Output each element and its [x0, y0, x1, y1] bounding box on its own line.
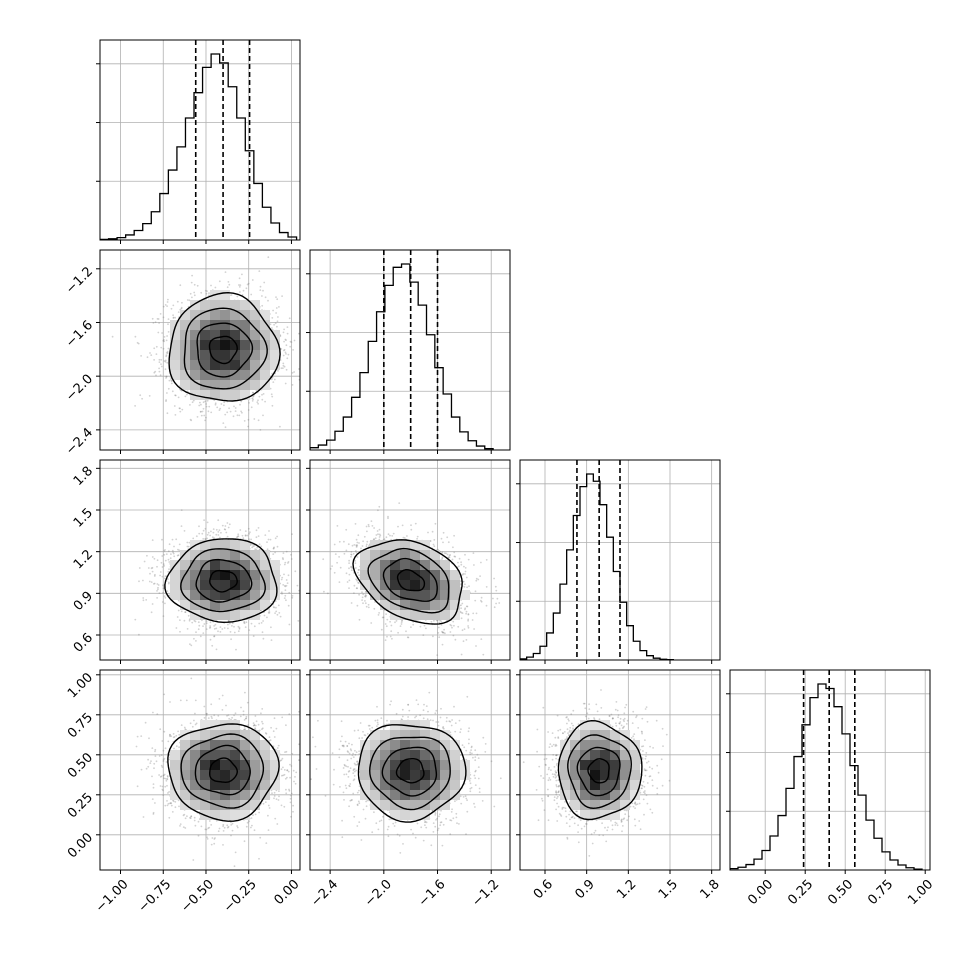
x-tick-label: −1.2 — [469, 877, 502, 910]
contour-line — [567, 734, 633, 810]
panel-ticks — [306, 674, 492, 874]
y-tick-label: 0.75 — [65, 710, 96, 741]
panel-frame — [99, 459, 301, 661]
y-tick-label: −1.6 — [63, 318, 96, 351]
contour-line — [382, 557, 438, 602]
density-panel — [99, 249, 301, 451]
x-tick-label: 1.2 — [614, 877, 639, 902]
contour-line — [587, 758, 610, 784]
y-tick-label: 0.9 — [71, 589, 96, 614]
contour-line — [180, 548, 266, 613]
panel-frame — [729, 669, 931, 871]
contour-line — [576, 746, 621, 797]
y-tick-label: 1.00 — [65, 670, 96, 701]
x-tick-label: −0.25 — [221, 877, 260, 916]
contour-line — [196, 322, 254, 378]
y-tick-label: −2.4 — [63, 425, 96, 458]
panel-frame — [519, 669, 721, 871]
y-tick-label: 1.2 — [71, 547, 96, 572]
y-tick-label: 1.8 — [71, 464, 96, 489]
panel-ticks — [306, 467, 492, 664]
contour-line — [168, 291, 281, 402]
x-tick-label: −0.50 — [178, 877, 217, 916]
contour-line — [357, 724, 467, 823]
y-tick-label: 0.6 — [71, 630, 96, 655]
density-cells — [170, 290, 280, 400]
histogram-panel — [516, 459, 721, 661]
y-tick-label: 1.5 — [71, 505, 96, 530]
x-tick-label: 0.00 — [745, 877, 776, 908]
contour-line — [195, 558, 253, 603]
y-tick-label: −2.0 — [63, 372, 96, 405]
contour-line — [209, 569, 238, 593]
x-tick-label: 1.8 — [698, 877, 723, 902]
x-tick-label: 0.9 — [573, 877, 598, 902]
panel-ticks — [329, 450, 492, 454]
contour-line — [164, 538, 278, 624]
density-panel — [99, 669, 301, 871]
x-tick-label: 0.25 — [785, 877, 816, 908]
panel-ticks — [764, 870, 926, 874]
contour-line — [167, 723, 280, 822]
y-tick-label: 0.25 — [65, 790, 96, 821]
contour-line — [183, 307, 268, 390]
contour-line — [557, 719, 643, 821]
y-tick-label: 0.50 — [65, 750, 96, 781]
panel-frame — [99, 39, 301, 241]
panel-frame — [519, 459, 721, 661]
histogram-step-line — [100, 53, 298, 240]
contour-line — [396, 569, 426, 592]
x-tick-label: 1.00 — [905, 877, 936, 908]
contour-line — [180, 733, 265, 809]
panel-ticks — [96, 674, 292, 874]
histogram-panel — [726, 669, 931, 871]
x-tick-label: 0.75 — [865, 877, 896, 908]
x-tick-label: −2.0 — [362, 877, 395, 910]
contour-line — [209, 757, 239, 784]
histogram-step-line — [730, 683, 923, 870]
density-panel — [519, 669, 721, 871]
density-panel — [99, 459, 301, 661]
x-tick-label: −0.75 — [136, 877, 175, 916]
histogram-panel — [96, 39, 301, 241]
contour-line — [194, 744, 251, 796]
contour-line — [368, 736, 451, 811]
contour-line — [208, 335, 238, 365]
panel-frame — [99, 669, 301, 871]
panel-frame — [309, 249, 511, 451]
histogram-panel — [306, 249, 511, 451]
density-panel — [309, 459, 511, 661]
histogram-step-line — [520, 473, 674, 660]
panel-ticks — [516, 674, 713, 874]
panel-ticks — [96, 467, 292, 664]
x-tick-label: 0.50 — [825, 877, 856, 908]
panel-ticks — [544, 660, 713, 664]
x-tick-label: −1.00 — [93, 877, 132, 916]
histogram-step-line — [310, 263, 494, 450]
contour-line — [367, 547, 450, 614]
panel-ticks — [120, 240, 292, 244]
x-tick-label: −1.6 — [416, 877, 449, 910]
density-cells — [170, 720, 280, 820]
panel-frame — [99, 249, 301, 451]
panel-frame — [309, 459, 511, 661]
panel-ticks — [96, 268, 292, 454]
contour-line — [381, 746, 438, 797]
density-panel — [309, 669, 511, 871]
x-tick-label: 0.6 — [531, 877, 556, 902]
x-tick-label: 1.5 — [656, 877, 681, 902]
contour-line — [395, 758, 425, 784]
y-tick-label: 0.00 — [65, 830, 96, 861]
panel-frame — [309, 669, 511, 871]
x-tick-label: −2.4 — [308, 877, 341, 910]
density-cells — [360, 720, 470, 820]
density-cells — [360, 540, 470, 620]
y-tick-label: −1.2 — [63, 264, 96, 297]
x-tick-label: 0.00 — [271, 877, 302, 908]
contour-line — [352, 539, 463, 625]
